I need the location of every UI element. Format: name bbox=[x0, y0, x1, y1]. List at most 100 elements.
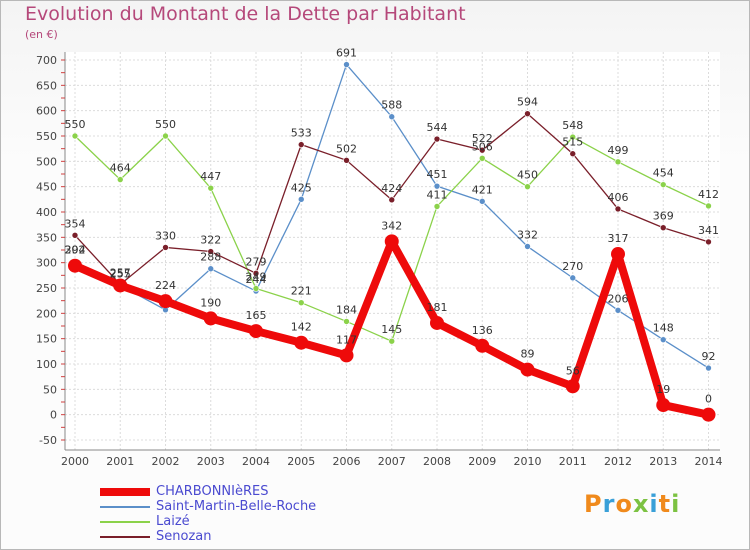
y-tick-label: 500 bbox=[36, 155, 57, 168]
data-label: 450 bbox=[517, 169, 538, 182]
legend-label: Senozan bbox=[156, 529, 212, 544]
data-point bbox=[207, 184, 215, 192]
data-point bbox=[705, 202, 712, 210]
data-point bbox=[701, 407, 716, 422]
x-tick-label: 2008 bbox=[423, 455, 451, 468]
chart-legend: CHARBONNIèRES Saint-Martin-Belle-Roche Lai… bbox=[100, 484, 400, 544]
data-label: 279 bbox=[246, 255, 267, 268]
data-point bbox=[433, 135, 441, 143]
data-point bbox=[433, 182, 441, 190]
chart-title: Evolution du Montant de la Dette par Hab… bbox=[25, 3, 466, 25]
data-point bbox=[614, 306, 622, 314]
data-label: 594 bbox=[517, 96, 538, 109]
data-point bbox=[68, 258, 82, 273]
data-label: 165 bbox=[246, 309, 267, 322]
data-label: 411 bbox=[427, 188, 448, 201]
legend-label: Saint-Martin-Belle-Roche bbox=[156, 499, 317, 514]
y-tick-label: 350 bbox=[36, 231, 57, 244]
data-point bbox=[659, 224, 667, 232]
data-label: 550 bbox=[155, 118, 176, 131]
y-tick-label: 650 bbox=[36, 79, 57, 92]
data-label: 421 bbox=[472, 183, 493, 196]
data-point bbox=[252, 285, 260, 292]
x-tick-label: 2009 bbox=[468, 455, 496, 468]
data-label: 691 bbox=[336, 47, 357, 60]
data-label: 257 bbox=[110, 266, 131, 279]
data-label: 181 bbox=[427, 301, 448, 314]
data-label: 221 bbox=[291, 285, 312, 298]
x-tick-label: 2003 bbox=[197, 455, 225, 468]
data-point bbox=[569, 133, 577, 141]
data-label: 369 bbox=[653, 210, 674, 223]
y-tick-label: 550 bbox=[36, 130, 57, 143]
data-label: 136 bbox=[472, 324, 493, 337]
data-point bbox=[478, 146, 486, 154]
data-label: 89 bbox=[521, 348, 535, 361]
data-label: 288 bbox=[200, 251, 221, 264]
y-tick-label: 0 bbox=[50, 409, 57, 422]
data-point bbox=[207, 265, 215, 273]
data-label: 317 bbox=[608, 232, 629, 245]
data-label: 19 bbox=[656, 383, 670, 396]
logo-letter: i bbox=[671, 490, 681, 518]
chart-subtitle: (en €) bbox=[25, 28, 58, 41]
legend-label: Laizé bbox=[156, 514, 190, 529]
y-tick-label: -50 bbox=[39, 434, 57, 447]
y-tick-label: 700 bbox=[36, 54, 57, 67]
data-point bbox=[162, 132, 169, 140]
data-label: 148 bbox=[653, 322, 674, 335]
data-point bbox=[705, 364, 712, 372]
data-label: 255 bbox=[110, 267, 131, 280]
y-tick-label: 100 bbox=[36, 358, 57, 371]
data-label: 184 bbox=[336, 303, 357, 316]
data-point bbox=[384, 234, 399, 249]
data-label: 533 bbox=[291, 127, 312, 140]
data-label: 0 bbox=[705, 393, 712, 406]
logo-letter: o bbox=[615, 490, 633, 518]
data-label: 322 bbox=[200, 234, 221, 247]
legend-label: CHARBONNIèRES bbox=[156, 484, 269, 499]
data-label: 424 bbox=[381, 182, 402, 195]
data-label: 464 bbox=[110, 162, 131, 175]
data-label: 451 bbox=[427, 168, 448, 181]
data-point bbox=[611, 247, 625, 262]
data-label: 56 bbox=[566, 364, 580, 377]
data-point bbox=[339, 348, 354, 363]
data-label: 550 bbox=[65, 118, 86, 131]
data-point bbox=[252, 270, 260, 277]
data-point bbox=[569, 274, 577, 282]
legend-item: Saint-Martin-Belle-Roche bbox=[100, 499, 400, 514]
data-point bbox=[207, 248, 215, 255]
x-tick-label: 2011 bbox=[559, 455, 587, 468]
x-tick-label: 2005 bbox=[287, 455, 315, 468]
legend-swatch bbox=[100, 521, 150, 523]
data-point bbox=[113, 278, 128, 293]
data-label: 145 bbox=[381, 323, 402, 336]
x-tick-label: 2001 bbox=[106, 455, 134, 468]
data-label: 92 bbox=[702, 350, 716, 363]
data-point bbox=[297, 196, 305, 203]
data-label: 332 bbox=[517, 228, 538, 241]
data-point bbox=[297, 299, 305, 306]
data-point bbox=[249, 324, 263, 339]
data-point bbox=[478, 154, 486, 162]
data-label: 502 bbox=[336, 142, 357, 155]
data-point bbox=[388, 113, 396, 121]
data-label: 506 bbox=[472, 140, 493, 153]
data-point bbox=[478, 198, 486, 205]
x-tick-label: 2004 bbox=[242, 455, 270, 468]
data-point bbox=[524, 243, 531, 250]
x-tick-label: 2014 bbox=[695, 455, 723, 468]
data-point bbox=[430, 315, 444, 330]
data-point bbox=[524, 110, 531, 118]
x-tick-label: 2013 bbox=[649, 455, 677, 468]
data-label: 302 bbox=[65, 244, 86, 257]
data-label: 341 bbox=[698, 224, 719, 237]
data-label: 294 bbox=[65, 244, 86, 257]
data-point bbox=[520, 362, 535, 377]
data-point bbox=[71, 232, 79, 239]
data-point bbox=[614, 205, 622, 213]
data-label: 342 bbox=[381, 219, 402, 232]
legend-item: Laizé bbox=[100, 514, 400, 529]
